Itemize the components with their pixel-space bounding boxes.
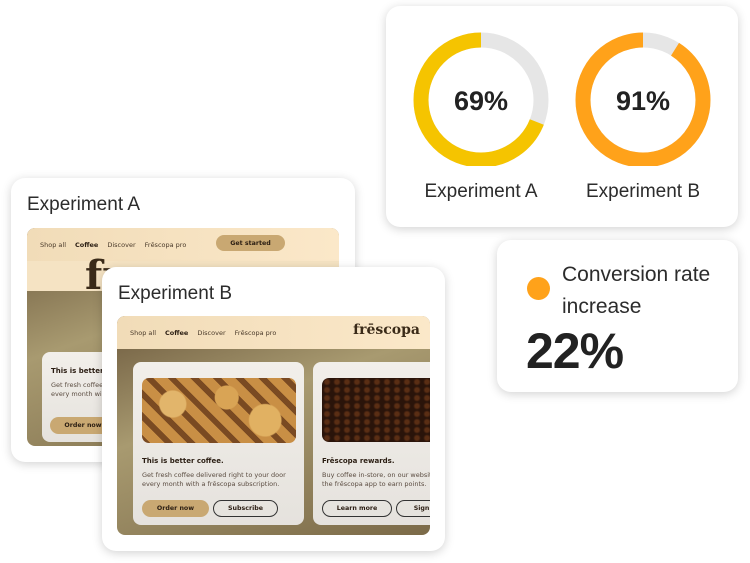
hero-card-body: Get fresh coffee every month with <box>51 381 109 399</box>
experiment-b-percent: 91% <box>616 86 670 116</box>
order-now-button[interactable]: Order now <box>142 500 209 517</box>
conversion-label: Conversion rate increase <box>562 263 711 318</box>
nav-coffee[interactable]: Coffee <box>165 328 189 337</box>
preview-nav: Shop all Coffee Discover Frēscopa pro <box>27 228 339 261</box>
experiment-b-card: Experiment B Shop all Coffee Discover Fr… <box>102 267 445 551</box>
results-card: 69% 91% Experiment A Experiment B <box>386 6 738 227</box>
coffee-beans-image <box>322 378 430 442</box>
nav-discover[interactable]: Discover <box>197 328 226 337</box>
conversion-dot-icon <box>527 277 550 300</box>
nav-shop-all[interactable]: Shop all <box>130 328 157 337</box>
results-donuts: 69% 91% <box>413 32 711 166</box>
donut-arc-b <box>575 32 711 166</box>
rewards-card: Frēscopa rewards. Buy coffee in-store, o… <box>313 362 430 525</box>
nav-pro[interactable]: Frēscopa pro <box>144 240 187 249</box>
nav-pro[interactable]: Frēscopa pro <box>234 328 277 337</box>
donut-arc-a <box>413 32 549 166</box>
learn-more-button[interactable]: Learn more <box>322 500 392 517</box>
conversion-card: Conversion rate increase 22% <box>497 240 738 392</box>
iced-coffee-image <box>142 378 296 443</box>
order-now-button[interactable]: Order now <box>50 417 116 434</box>
logo: frēscopa <box>353 322 420 338</box>
experiment-b-title: Experiment B <box>118 283 233 304</box>
conversion-value: 22% <box>526 323 624 379</box>
nav-shop-all[interactable]: Shop all <box>40 240 67 249</box>
experiment-a-label: Experiment A <box>424 181 538 202</box>
subscription-card: This is better coffee. Get fresh coffee … <box>133 362 304 525</box>
card-title: Frēscopa rewards. <box>322 457 395 465</box>
card-title: This is better coffee. <box>142 457 224 465</box>
card-body: Buy coffee in-store, on our website, or … <box>322 471 430 489</box>
subscribe-button[interactable]: Subscribe <box>213 500 278 517</box>
preview-nav: Shop all Coffee Discover Frēscopa pro <box>117 316 430 349</box>
experiment-a-title: Experiment A <box>27 194 140 215</box>
sign-in-button[interactable]: Sign in <box>396 500 430 517</box>
experiment-b-preview: Shop all Coffee Discover Frēscopa pro fr… <box>117 316 430 535</box>
card-body: Get fresh coffee delivered right to your… <box>142 471 286 489</box>
experiment-b-label: Experiment B <box>585 181 701 202</box>
hero-card-title: This is better co <box>51 367 115 375</box>
nav-discover[interactable]: Discover <box>107 240 136 249</box>
nav-coffee[interactable]: Coffee <box>75 240 99 249</box>
get-started-button[interactable]: Get started <box>216 235 285 251</box>
experiment-a-percent: 69% <box>454 86 508 116</box>
